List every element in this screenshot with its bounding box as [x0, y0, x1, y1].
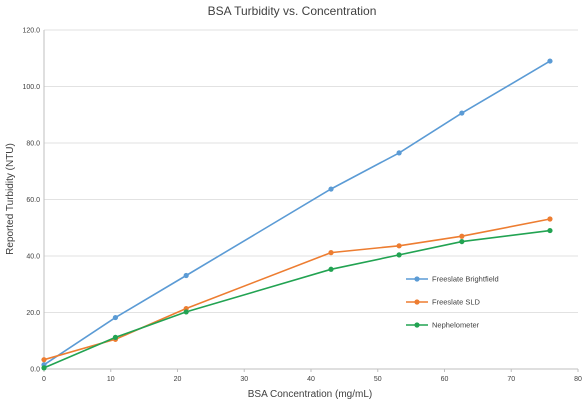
- x-tick-label: 80: [574, 376, 582, 383]
- x-tick-label: 40: [307, 376, 315, 383]
- tick-labels: 0.0 20.0 40.0 60.0 80.0 100.0 120.0 0 10 20 30 40 50…: [22, 28, 582, 384]
- y-tick-label: 0.0: [30, 367, 40, 374]
- y-tick-label: 80.0: [26, 141, 40, 148]
- x-tick-label: 60: [441, 376, 449, 383]
- legend-item-nephelometer: Nephelometer: [406, 321, 480, 330]
- x-axis-title: BSA Concentration (mg/mL): [248, 389, 373, 400]
- legend-item-freeslate-brightfield: Freeslate Brightfield: [406, 275, 499, 284]
- data-point-freeslate-sld: [459, 233, 465, 239]
- y-tick-label: 100.0: [22, 84, 40, 91]
- y-tick-label: 60.0: [26, 197, 40, 204]
- data-point-freeslate-sld: [41, 357, 47, 363]
- y-tick-label: 120.0: [22, 28, 40, 35]
- legend: Freeslate Brightfield Freeslate SLD Nephel…: [406, 275, 499, 330]
- data-point-freeslate-sld: [547, 216, 553, 222]
- series-group: [41, 58, 553, 371]
- data-point-freeslate-brightfield: [183, 272, 189, 279]
- legend-swatch-marker: [414, 322, 420, 328]
- legend-label: Freeslate Brightfield: [432, 275, 499, 284]
- legend-label: Nephelometer: [432, 321, 480, 330]
- legend-item-freeslate-sld: Freeslate SLD: [406, 298, 481, 307]
- x-tick-label: 70: [507, 376, 515, 383]
- data-point-freeslate-brightfield: [112, 314, 119, 321]
- x-tick-label: 0: [42, 376, 46, 383]
- data-point-nephelometer: [459, 238, 465, 245]
- data-point-nephelometer: [183, 309, 189, 315]
- series-freeslate-brightfield: [41, 58, 553, 368]
- legend-label: Freeslate SLD: [432, 298, 481, 307]
- x-tick-label: 30: [240, 376, 248, 383]
- series-nephelometer: [41, 227, 553, 371]
- data-point-nephelometer: [328, 266, 334, 272]
- x-tick-label: 20: [174, 376, 182, 383]
- data-point-freeslate-brightfield: [547, 58, 553, 64]
- data-point-freeslate-brightfield: [396, 150, 402, 156]
- legend-swatch-marker: [414, 299, 420, 305]
- data-point-freeslate-brightfield: [328, 186, 334, 192]
- y-axis-title: Reported Turbidity (NTU): [5, 143, 16, 255]
- data-point-freeslate-brightfield: [459, 110, 465, 116]
- y-tick-label: 20.0: [26, 310, 40, 317]
- axes: [43, 30, 579, 372]
- y-tick-label: 40.0: [26, 254, 40, 261]
- series-line-freeslate-brightfield: [43, 60, 551, 366]
- data-point-nephelometer: [396, 252, 402, 258]
- data-point-nephelometer: [41, 365, 47, 371]
- chart-title: BSA Turbidity vs. Concentration: [208, 4, 377, 18]
- data-point-freeslate-sld: [328, 250, 334, 256]
- legend-swatch-marker: [414, 276, 420, 282]
- gridlines: [44, 29, 578, 313]
- x-tick-label: 10: [107, 376, 115, 383]
- series-freeslate-sld: [41, 216, 553, 363]
- x-tick-label: 50: [374, 376, 382, 383]
- data-point-freeslate-sld: [396, 243, 402, 249]
- data-point-nephelometer: [547, 227, 553, 234]
- data-point-nephelometer: [112, 334, 119, 340]
